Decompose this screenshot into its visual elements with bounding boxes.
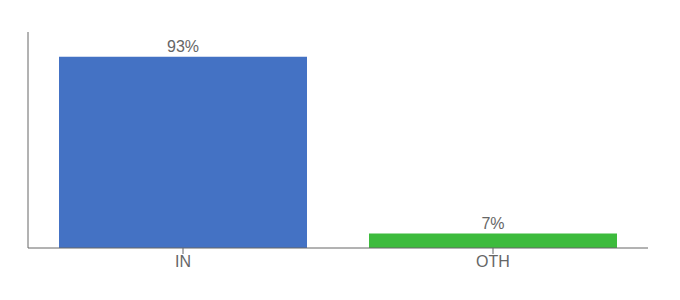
svg-text:OTH: OTH [476, 253, 510, 270]
svg-text:93%: 93% [167, 38, 199, 55]
svg-text:7%: 7% [481, 215, 504, 232]
svg-text:IN: IN [175, 253, 191, 270]
